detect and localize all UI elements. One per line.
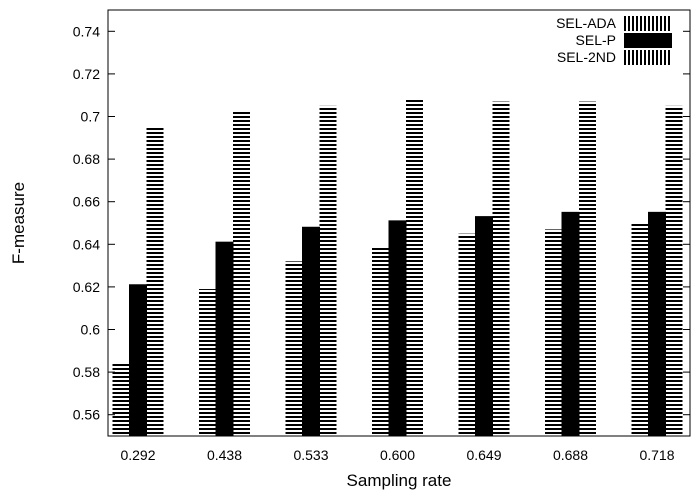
bar-sel-p <box>129 284 147 437</box>
bar-sel-2nd <box>233 110 250 437</box>
y-tick-label: 0.62 <box>73 279 100 295</box>
bar-sel-2nd <box>665 105 683 436</box>
bar-sel-p <box>388 220 407 437</box>
bar-sel-ada <box>199 289 216 436</box>
x-tick-label: 0.438 <box>207 447 242 463</box>
y-tick-label: 0.68 <box>73 151 100 167</box>
legend-label: SEL-ADA <box>556 15 617 31</box>
y-tick-label: 0.66 <box>73 194 100 210</box>
legend-swatch <box>624 33 672 48</box>
bar-sel-2nd <box>492 101 510 436</box>
x-tick-label: 0.533 <box>293 447 328 463</box>
bar-sel-p <box>648 211 666 437</box>
y-tick-label: 0.6 <box>81 322 101 338</box>
axes: 0.56 0.58 0.6 0.62 0.64 0.66 0.68 0.7 0.72 0.74 0.… <box>73 23 690 463</box>
legend-label: SEL-2ND <box>557 49 616 65</box>
legend-swatch <box>624 50 672 65</box>
bar-sel-p <box>475 216 493 437</box>
bar-sel-ada <box>458 233 476 436</box>
bar-sel-2nd <box>319 105 337 436</box>
bar-sel-2nd <box>146 127 164 437</box>
bar-sel-ada <box>112 363 130 436</box>
y-tick-label: 0.7 <box>81 109 101 125</box>
bar-sel-2nd <box>406 99 423 437</box>
bar-sel-ada <box>545 229 562 436</box>
legend-label: SEL-P <box>576 32 616 48</box>
bar-sel-ada <box>631 223 649 436</box>
y-axis-title: F-measure <box>9 182 28 264</box>
x-axis-title: Sampling rate <box>347 471 452 490</box>
x-tick-label: 0.292 <box>120 447 155 463</box>
bars <box>112 99 683 437</box>
bar-sel-p <box>215 241 234 437</box>
y-tick-label: 0.64 <box>73 236 100 252</box>
bar-sel-p <box>302 226 320 437</box>
x-tick-label: 0.718 <box>639 447 674 463</box>
bar-sel-ada <box>372 246 389 436</box>
bar-sel-ada <box>285 261 303 436</box>
x-tick-label: 0.600 <box>380 447 415 463</box>
bar-sel-2nd <box>579 101 596 436</box>
x-tick-label: 0.688 <box>553 447 588 463</box>
y-tick-label: 0.56 <box>73 407 100 423</box>
bar-sel-p <box>561 211 580 437</box>
x-tick-label: 0.649 <box>466 447 501 463</box>
y-tick-label: 0.58 <box>73 364 100 380</box>
y-tick-label: 0.74 <box>73 23 100 39</box>
legend-swatch <box>624 16 672 31</box>
y-tick-label: 0.72 <box>73 66 100 82</box>
